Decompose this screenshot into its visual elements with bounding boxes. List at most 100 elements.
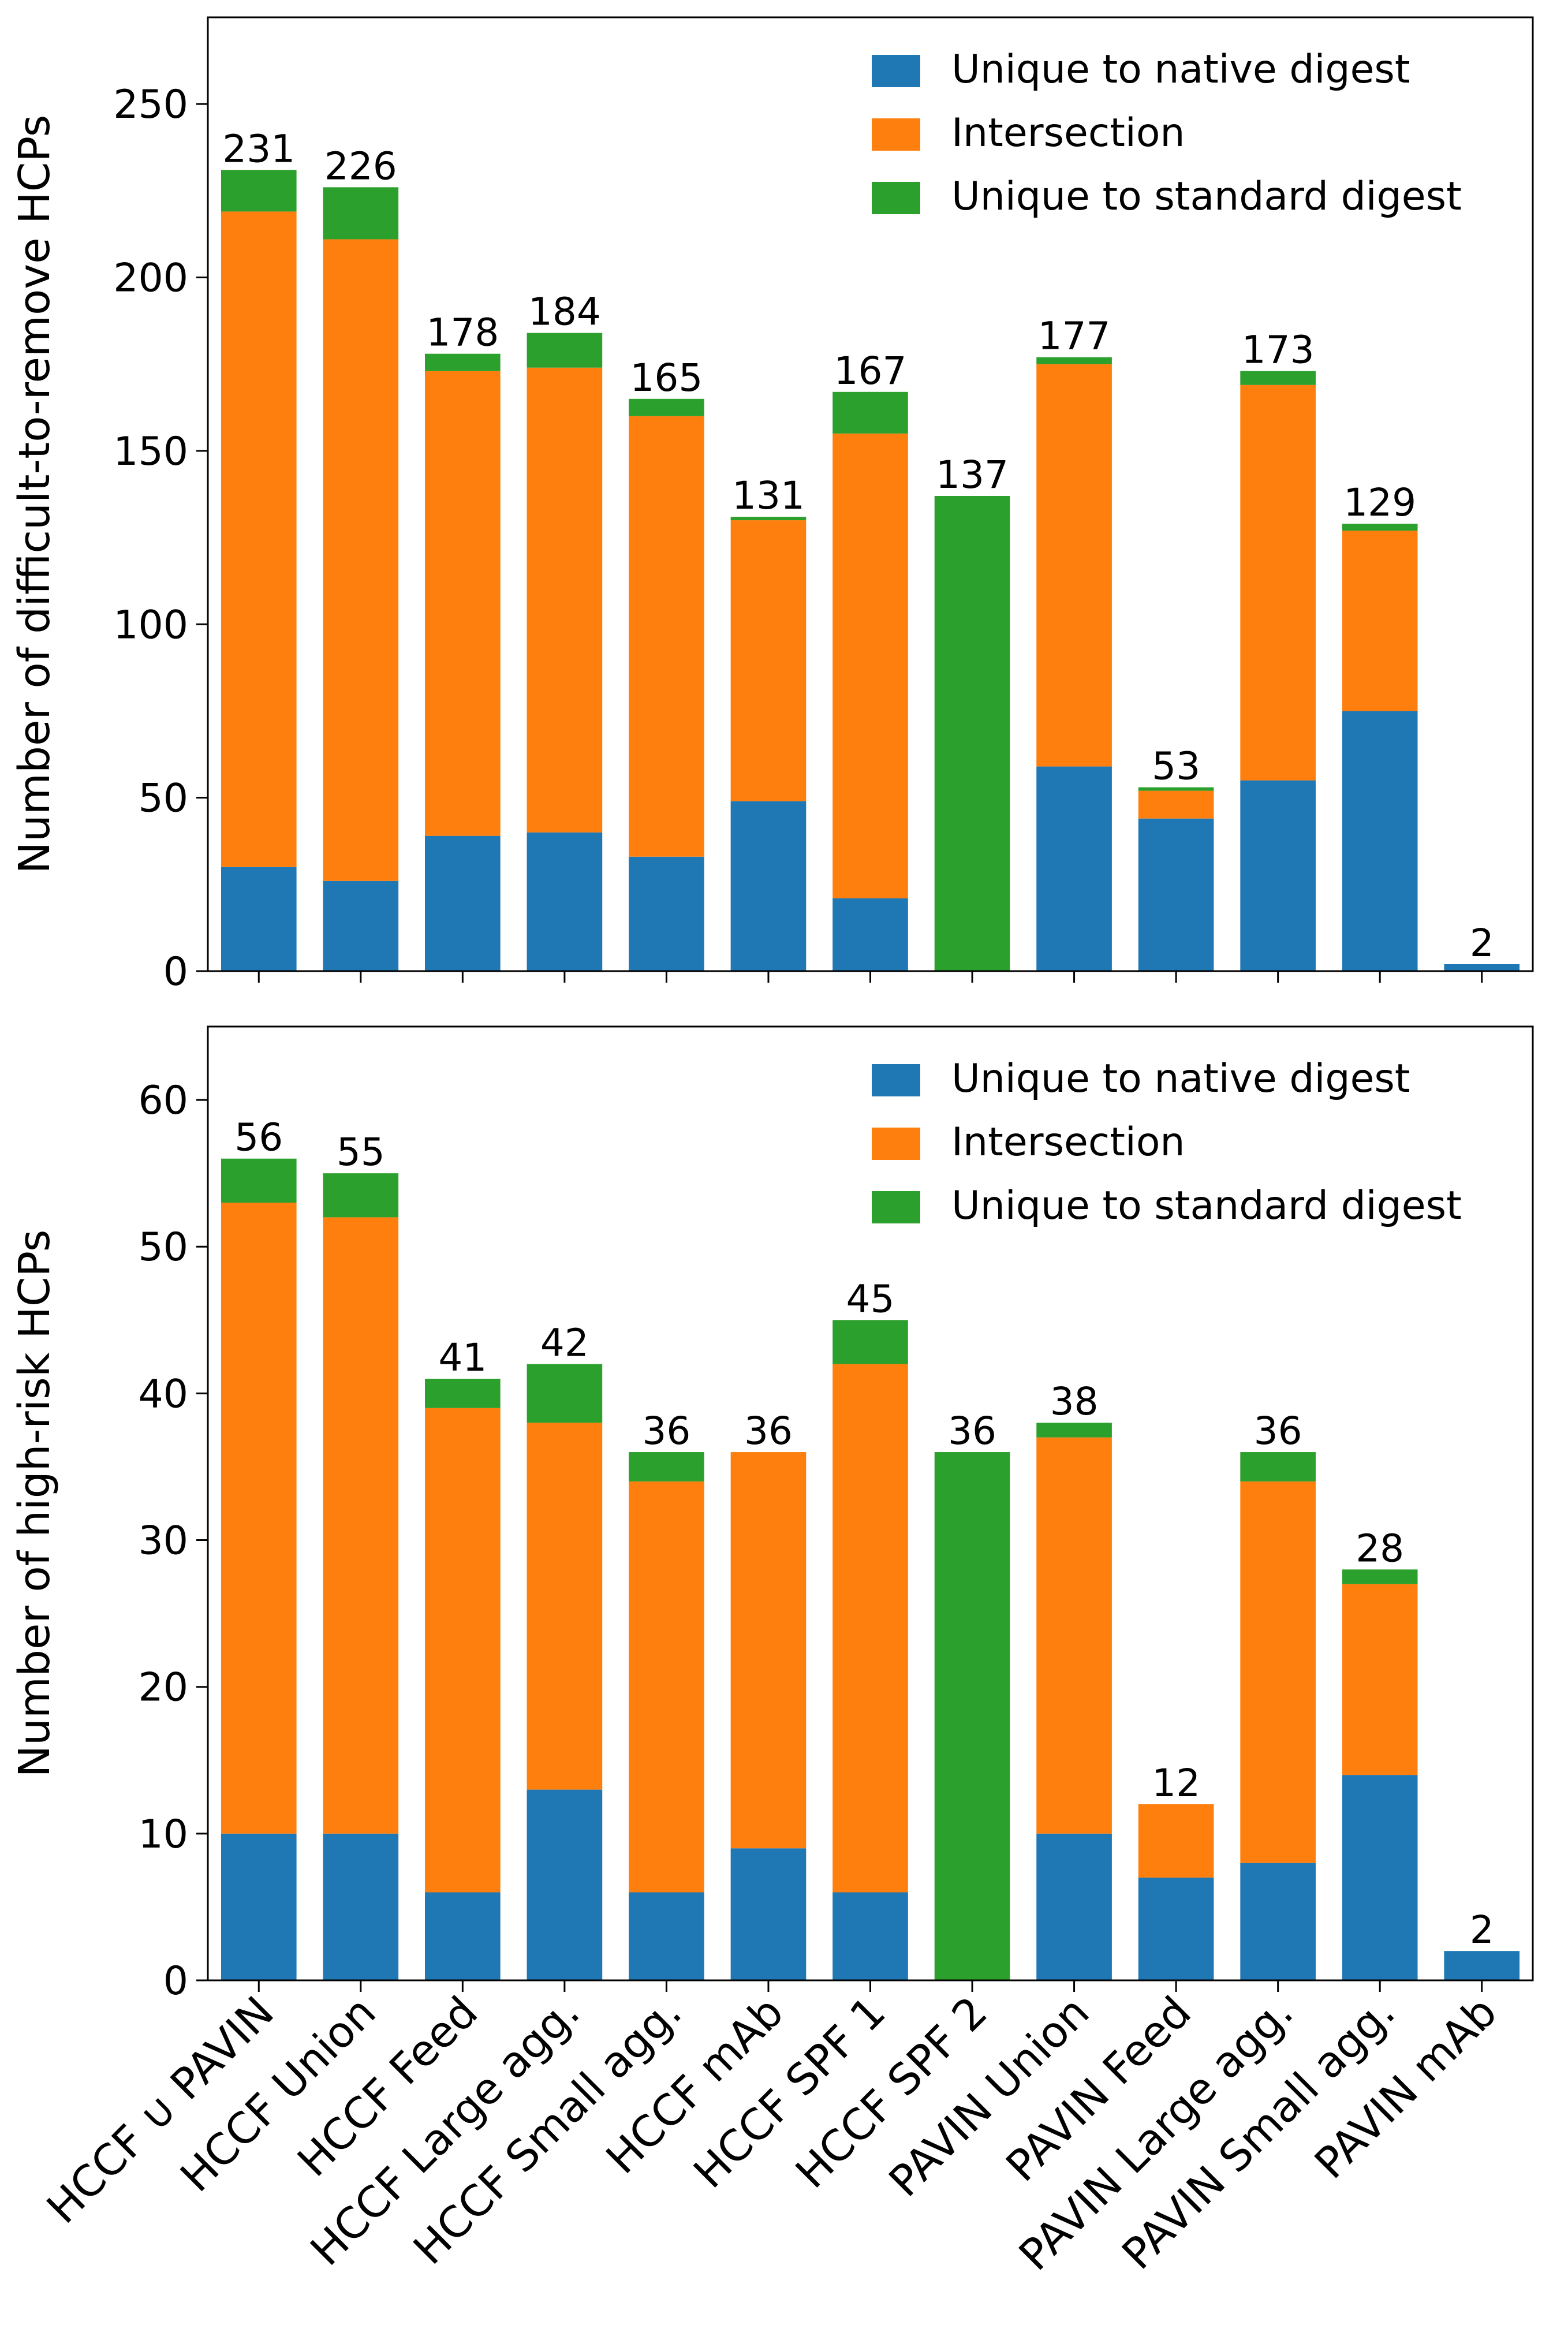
legend-label: Unique to standard digest: [951, 1183, 1462, 1229]
bar-segment-standard: [1240, 1452, 1316, 1482]
bar-total-label: 231: [222, 126, 295, 171]
bar-segment-intersection: [730, 520, 807, 801]
bar-segment-native: [1240, 780, 1316, 971]
bar-segment-standard: [1240, 371, 1316, 385]
bar-segment-intersection: [629, 1481, 704, 1893]
y-tick-label: 20: [138, 1665, 188, 1711]
bar-total-label: 2: [1470, 921, 1494, 965]
bar-segment-intersection: [425, 1408, 501, 1893]
bar-total-label: 42: [540, 1321, 589, 1365]
bar-segment-native: [1138, 1878, 1214, 1980]
bar-total-label: 36: [948, 1409, 996, 1453]
bar-total-label: 226: [324, 144, 397, 188]
y-tick-label: 0: [163, 949, 188, 995]
legend-label: Intersection: [951, 1120, 1185, 1165]
bar-segment-intersection: [323, 1217, 399, 1834]
bar-segment-native: [527, 832, 603, 971]
bar-segment-native: [527, 1789, 603, 1980]
bar-segment-standard: [221, 170, 297, 212]
bar-segment-intersection: [832, 1364, 908, 1893]
y-tick-label: 100: [113, 602, 188, 648]
bar-segment-standard: [934, 1452, 1010, 1980]
bar-total-label: 45: [846, 1277, 895, 1321]
bar-total-label: 131: [732, 473, 805, 518]
bar-segment-standard: [221, 1158, 297, 1203]
bar-segment-standard: [629, 398, 704, 416]
bar-segment-standard: [1036, 1423, 1112, 1438]
bar-segment-native: [832, 1892, 908, 1980]
bar-total-label: 12: [1152, 1761, 1200, 1805]
bar-total-label: 55: [337, 1130, 385, 1174]
bar-segment-intersection: [527, 1423, 603, 1790]
y-tick-label: 0: [163, 1958, 188, 2004]
bar-segment-native: [1138, 818, 1214, 971]
bar-total-label: 167: [834, 349, 907, 393]
legend-swatch-standard: [872, 1191, 920, 1223]
bar-total-label: 53: [1152, 744, 1200, 789]
bar-segment-native: [832, 898, 908, 971]
bar-segment-standard: [527, 333, 603, 368]
bar-segment-native: [323, 1833, 399, 1980]
bar-segment-standard: [832, 1320, 908, 1364]
bar-segment-native: [1240, 1863, 1316, 1980]
legend-swatch-native: [872, 55, 920, 87]
bars: [221, 170, 1520, 971]
legend-label: Unique to native digest: [951, 47, 1410, 92]
legend: Unique to native digest Intersection Uniqu…: [872, 1056, 1462, 1229]
legend-swatch-intersection: [872, 1128, 920, 1160]
y-axis-label: Number of high-risk HCPs: [10, 1230, 59, 1778]
bar-segment-native: [730, 801, 807, 971]
y-tick-label: 50: [138, 1225, 188, 1270]
bar-segment-intersection: [730, 1452, 807, 1849]
bar-segment-standard: [425, 1378, 501, 1408]
bar-segment-native: [1036, 766, 1112, 971]
bar-segment-native: [425, 1892, 501, 1980]
bar-total-label: 38: [1050, 1379, 1099, 1424]
panel-difficult-to-remove: 231 226 178 184 165 131 167 137 177 53 173 129 2 0 50 1…: [10, 16, 1534, 995]
legend-swatch-native: [872, 1064, 920, 1096]
bar-segment-native: [629, 1892, 704, 1980]
bar-segment-standard: [425, 353, 501, 371]
y-tick-label: 40: [138, 1371, 188, 1417]
bar-total-label: 178: [426, 311, 499, 355]
bar-segment-native: [425, 835, 501, 971]
bar-total-label: 173: [1242, 328, 1315, 372]
bar-segment-native: [221, 867, 297, 971]
bar-total-label: 2: [1470, 1908, 1494, 1952]
bar-segment-intersection: [221, 211, 297, 867]
bar-total-label: 184: [528, 290, 601, 334]
bar-segment-standard: [730, 517, 807, 521]
legend-swatch-intersection: [872, 118, 920, 151]
y-axis: 0 10 20 30 40 50 60: [138, 1078, 208, 2004]
bar-segment-intersection: [1138, 790, 1214, 819]
bar-segment-intersection: [323, 239, 399, 881]
y-tick-label: 150: [113, 429, 188, 475]
bar-segment-intersection: [1138, 1804, 1214, 1878]
legend-label: Intersection: [951, 110, 1185, 156]
bars: [221, 1158, 1520, 1980]
bar-segment-intersection: [425, 371, 501, 836]
y-axis-label: Number of difficult-to-remove HCPs: [10, 115, 59, 874]
bar-total-label: 28: [1356, 1526, 1404, 1570]
bar-segment-intersection: [1240, 1481, 1316, 1863]
bar-segment-native: [1036, 1833, 1112, 1980]
y-tick-label: 50: [138, 776, 188, 822]
bar-total-label: 177: [1038, 314, 1111, 359]
bar-total-label: 165: [630, 356, 703, 400]
bar-total-label: 56: [234, 1115, 283, 1160]
legend-label: Unique to native digest: [951, 1056, 1410, 1102]
y-tick-label: 250: [113, 82, 188, 128]
bar-segment-standard: [323, 187, 399, 240]
bar-total-label: 41: [438, 1335, 487, 1380]
bar-segment-standard: [832, 391, 908, 434]
bar-total-label: 36: [744, 1409, 793, 1453]
bar-segment-intersection: [527, 367, 603, 833]
bar-total-label: 36: [1254, 1409, 1302, 1453]
bar-segment-native: [1444, 964, 1520, 971]
bar-segment-intersection: [1036, 364, 1112, 767]
bar-segment-native: [1342, 1775, 1418, 1980]
bar-segment-standard: [629, 1452, 704, 1482]
bar-segment-standard: [1342, 524, 1418, 531]
